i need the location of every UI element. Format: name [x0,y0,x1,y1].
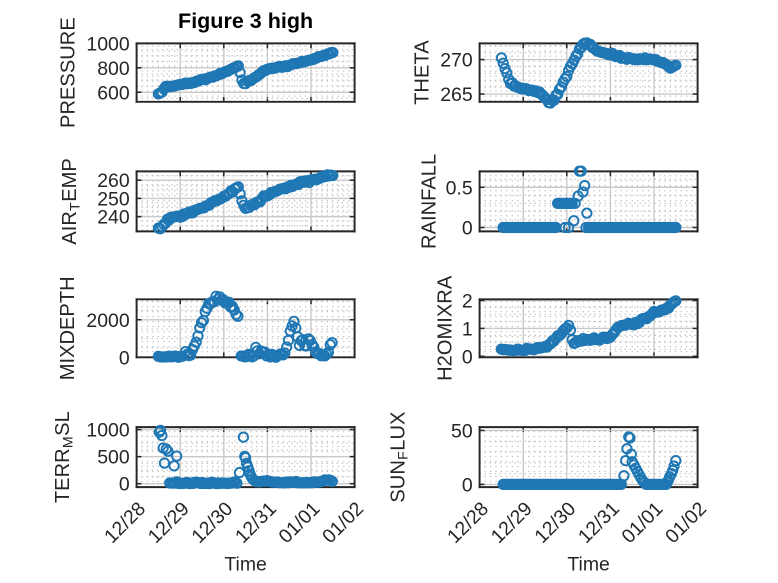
svg-text:RAINFALL: RAINFALL [419,154,441,249]
svg-text:600: 600 [97,82,130,104]
svg-text:0: 0 [462,218,473,240]
svg-text:0: 0 [462,474,473,496]
svg-text:S U N L: S U N L U X F [384,405,410,502]
svg-text:Time: Time [224,553,266,575]
svg-text:1000: 1000 [86,33,129,55]
svg-text:2000: 2000 [86,310,129,332]
svg-text:A I R E: A I R E M P T [56,152,82,245]
svg-text:Time: Time [567,553,609,575]
svg-text:250: 250 [97,188,130,210]
svg-text:H2OMIXRA: H2OMIXRA [434,275,456,381]
svg-text:50: 50 [451,420,473,442]
svg-text:265: 265 [440,84,472,106]
svg-text:500: 500 [97,447,130,469]
svg-text:1: 1 [462,318,473,340]
svg-text:THETA: THETA [412,40,434,105]
svg-text:260: 260 [97,170,130,192]
svg-text:800: 800 [97,58,130,80]
svg-text:0: 0 [462,346,473,368]
svg-text:PRESSURE: PRESSURE [57,17,79,128]
svg-text:270: 270 [440,50,473,72]
svg-text:0: 0 [119,474,130,496]
svg-text:1000: 1000 [86,420,129,442]
svg-text:MIXDEPTH: MIXDEPTH [57,276,79,380]
svg-text:240: 240 [97,207,130,229]
svg-text:T E R R: T E R R S L M [49,405,75,503]
svg-text:0.5: 0.5 [446,177,473,199]
svg-text:2: 2 [462,291,473,313]
svg-text:0: 0 [119,347,130,369]
svg-text:Figure 3 high: Figure 3 high [178,9,313,33]
